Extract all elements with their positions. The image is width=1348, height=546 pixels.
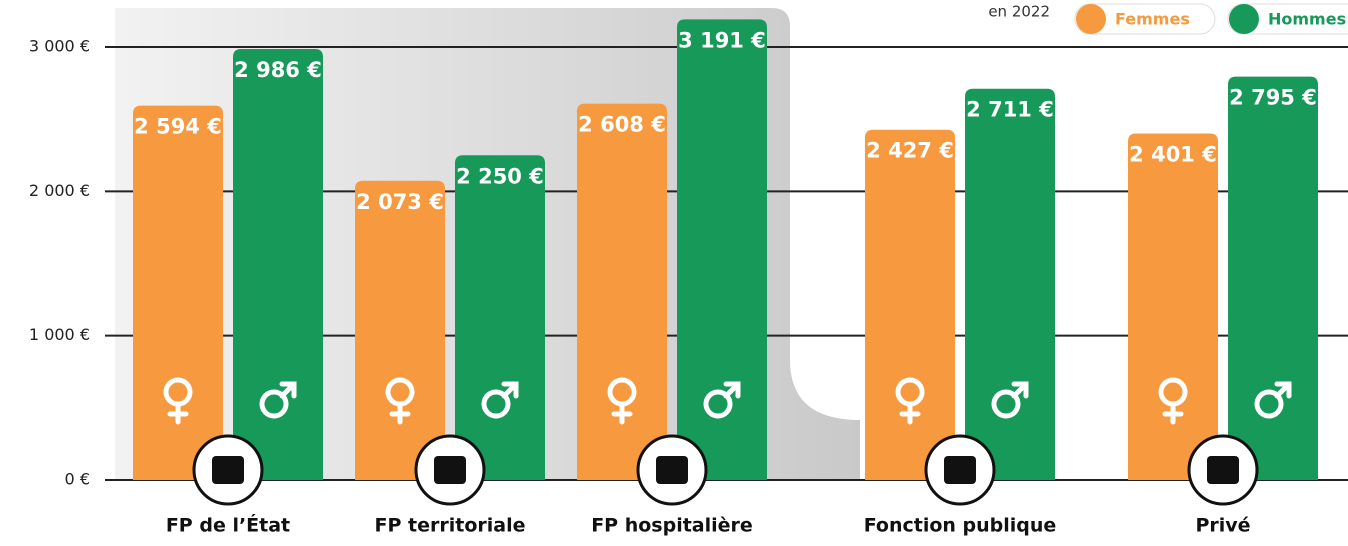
category-icon-glyph xyxy=(434,456,466,484)
gender-symbol xyxy=(163,377,193,425)
value-label: 2 795 € xyxy=(1229,86,1317,110)
value-label: 2 427 € xyxy=(866,139,954,163)
gender-symbol xyxy=(703,381,741,419)
bar xyxy=(133,105,223,480)
legend-swatch xyxy=(1074,3,1216,35)
category-icon-glyph xyxy=(1207,456,1239,484)
gender-symbol xyxy=(1158,377,1188,425)
x-tick-label: FP hospitalière xyxy=(591,515,753,537)
legend-dot xyxy=(1076,4,1106,34)
bar xyxy=(455,155,545,480)
category-icon-glyph xyxy=(944,456,976,484)
x-tick-label: Privé xyxy=(1195,515,1250,537)
bar xyxy=(355,180,445,480)
category-icon-glyph xyxy=(212,456,244,484)
gender-symbol xyxy=(1254,381,1292,419)
value-label: 3 191 € xyxy=(678,28,766,52)
value-label: 2 401 € xyxy=(1129,142,1217,166)
bar xyxy=(233,49,323,481)
gender-symbol xyxy=(481,381,519,419)
bar xyxy=(1228,76,1318,481)
legend: Femmes Hommes xyxy=(1074,3,1348,35)
value-label: 2 986 € xyxy=(234,58,322,82)
y-tick-label: 3 000 € xyxy=(29,37,90,56)
value-label: 2 608 € xyxy=(578,113,666,137)
gender-symbol xyxy=(607,377,637,425)
category-icon-glyph xyxy=(656,456,688,484)
legend-label: Hommes xyxy=(1268,10,1346,29)
value-label: 2 073 € xyxy=(356,190,444,214)
y-tick-label: 2 000 € xyxy=(29,181,90,200)
bar xyxy=(677,19,767,480)
value-label: 2 594 € xyxy=(134,115,222,139)
legend-swatch xyxy=(1227,3,1348,35)
y-tick-label: 0 € xyxy=(65,470,90,489)
legend-label: Femmes xyxy=(1115,10,1190,29)
bar xyxy=(577,103,667,480)
subtitle: en 2022 xyxy=(988,3,1050,21)
gender-symbol xyxy=(385,377,415,425)
gender-symbol xyxy=(991,381,1029,419)
x-tick-label: FP de l’État xyxy=(166,514,290,537)
value-label: 2 250 € xyxy=(456,164,544,188)
x-tick-label: Fonction publique xyxy=(864,515,1057,537)
gender-symbol xyxy=(259,381,297,419)
gender-symbol xyxy=(895,377,925,425)
y-tick-label: 1 000 € xyxy=(29,325,90,344)
bar xyxy=(865,129,955,480)
value-label: 2 711 € xyxy=(966,98,1054,122)
legend-dot xyxy=(1229,4,1259,34)
x-tick-label: FP territoriale xyxy=(375,515,526,537)
bar xyxy=(1128,133,1218,480)
bar xyxy=(965,88,1055,480)
